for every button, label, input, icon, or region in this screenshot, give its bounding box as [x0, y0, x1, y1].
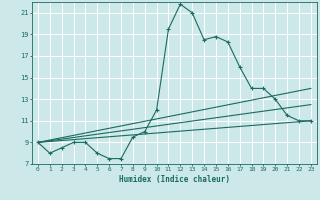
X-axis label: Humidex (Indice chaleur): Humidex (Indice chaleur)	[119, 175, 230, 184]
